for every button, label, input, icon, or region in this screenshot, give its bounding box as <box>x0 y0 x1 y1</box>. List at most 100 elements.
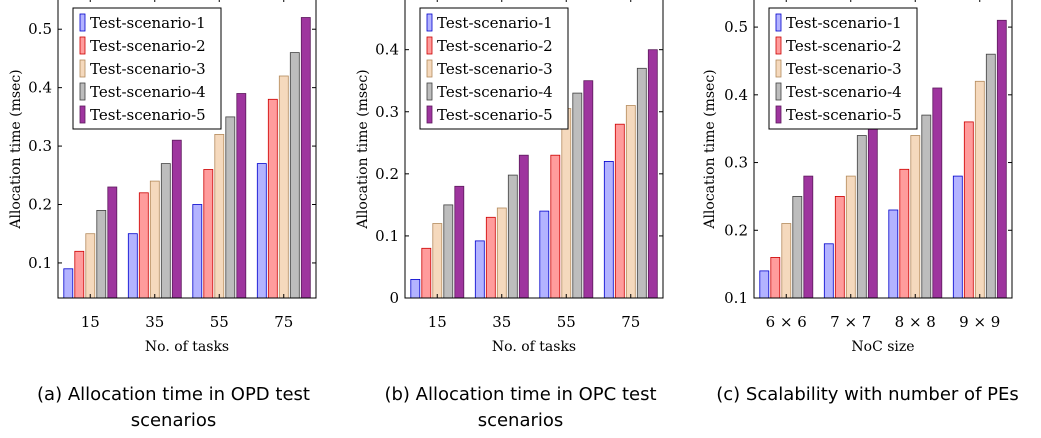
legend-swatch-5 <box>775 105 782 124</box>
legend-swatch-2 <box>775 36 782 55</box>
bar-s2-4 <box>614 123 625 299</box>
plot-frame <box>404 0 664 299</box>
bar-s4-3 <box>572 92 583 299</box>
bar-s1-3 <box>888 209 899 299</box>
bar-s2-3 <box>203 169 214 299</box>
y-tick-label: 0.2 <box>375 165 399 183</box>
x-tick-label: 75 <box>621 313 640 331</box>
legend: Test-scenario-1 Test-scenario-2 Test-scena… <box>419 7 569 130</box>
y-axis-label: Allocation time (msec) <box>8 69 24 229</box>
bar-s3-4 <box>974 80 985 299</box>
bar-s1-3 <box>192 204 203 299</box>
legend-label-2: Test-scenario-2 <box>786 37 902 55</box>
bar-s5-1 <box>107 186 118 299</box>
legend-label-4: Test-scenario-4 <box>437 83 553 101</box>
bar-s5-3 <box>236 93 247 299</box>
legend-label-1: Test-scenario-1 <box>437 14 553 32</box>
bar-s2-2 <box>834 195 845 299</box>
bar-s3-2 <box>845 175 856 299</box>
y-tick-label: 0.3 <box>375 103 399 121</box>
bar-s5-2 <box>171 139 182 299</box>
bar-s3-1 <box>781 223 792 299</box>
bar-s4-3 <box>921 114 932 299</box>
bar-s5-1 <box>803 175 814 299</box>
x-tick-label: 75 <box>274 313 293 331</box>
legend-label-3: Test-scenario-3 <box>90 60 206 78</box>
chart-panel-a: 0.1 0.2 0.3 0.4 0.5 15 35 55 75 No. of tasks Alloc… <box>0 0 347 438</box>
bar-s2-1 <box>74 250 85 299</box>
chart-caption-c: (c) Scalability with number of PEs <box>716 384 1019 405</box>
legend-box <box>419 7 569 130</box>
bar-s1-3 <box>539 210 550 299</box>
bar-s1-2 <box>474 240 485 299</box>
bar-s3-3 <box>910 135 921 299</box>
bar-s4-2 <box>160 163 171 299</box>
x-tick-label: 8 × 8 <box>895 313 936 331</box>
x-tick-label: 55 <box>210 313 229 331</box>
y-tick-label: 0.5 <box>28 20 52 38</box>
y-tick-label: 0.1 <box>375 227 399 245</box>
y-axis-label: Allocation time (msec) <box>355 69 371 229</box>
bar-s5-4 <box>996 19 1007 299</box>
x-axis-label: No. of tasks <box>492 339 576 355</box>
bar-s3-2 <box>149 180 160 299</box>
bar-s2-4 <box>267 98 278 299</box>
bar-s4-1 <box>443 204 454 299</box>
y-axis-label: Allocation time (msec) <box>702 69 718 229</box>
plot-frame <box>57 0 317 299</box>
legend-label-1: Test-scenario-1 <box>90 14 206 32</box>
legend-swatch-5 <box>79 105 86 124</box>
y-tick-label: 0.1 <box>724 289 748 307</box>
legend: Test-scenario-1 Test-scenario-2 Test-scena… <box>768 7 918 130</box>
bar-s2-1 <box>421 247 432 299</box>
chart-panel-c: 0.1 0.2 0.3 0.4 0.5 6 × 6 7 × 7 8 × 8 9 × 9 NoC s… <box>694 0 1041 438</box>
x-tick-label: 9 × 9 <box>959 313 1000 331</box>
legend-swatch-1 <box>426 13 433 32</box>
bar-s5-4 <box>300 17 311 299</box>
legend-label-4: Test-scenario-4 <box>90 83 206 101</box>
legend-label-1: Test-scenario-1 <box>786 14 902 32</box>
bar-s3-4 <box>625 105 636 299</box>
y-tick-label: 0.4 <box>28 79 52 97</box>
y-tick-label: 0.2 <box>724 221 748 239</box>
bar-s3-3 <box>214 133 225 299</box>
bar-s4-4 <box>985 53 996 299</box>
bar-s4-1 <box>792 195 803 299</box>
bar-s2-4 <box>963 121 974 299</box>
y-tick-label: 0.1 <box>28 254 52 272</box>
x-tick-label: 15 <box>81 313 100 331</box>
y-tick-label: 0.5 <box>724 18 748 36</box>
bar-s2-3 <box>899 168 910 299</box>
x-axis-label: No. of tasks <box>145 339 229 355</box>
bar-s4-1 <box>96 209 107 299</box>
bar-s5-2 <box>518 154 529 299</box>
chart-c: 0.1 0.2 0.3 0.4 0.5 6 × 6 7 × 7 8 × 8 9 × 9 NoC s… <box>702 0 1013 355</box>
plot-frame <box>753 0 1013 299</box>
legend-label-4: Test-scenario-4 <box>786 83 902 101</box>
bar-s3-1 <box>85 233 96 299</box>
bar-s1-1 <box>410 278 421 299</box>
bar-s3-4 <box>278 75 289 299</box>
legend-label-5: Test-scenario-5 <box>437 106 553 124</box>
x-tick-label: 35 <box>145 313 164 331</box>
bar-s2-3 <box>550 154 561 299</box>
legend-box <box>768 7 918 130</box>
bar-s5-3 <box>583 80 594 299</box>
bar-s5-1 <box>454 185 465 299</box>
legend: Test-scenario-1 Test-scenario-2 Test-scena… <box>72 7 222 130</box>
x-tick-label: 6 × 6 <box>766 313 807 331</box>
legend-swatch-2 <box>79 36 86 55</box>
bar-s4-2 <box>856 135 867 299</box>
chart-caption-a: (a) Allocation time in OPD test scenario… <box>37 384 310 431</box>
chart-a: 0.1 0.2 0.3 0.4 0.5 15 35 55 75 No. of tasks Alloc… <box>8 0 317 355</box>
bar-s3-1 <box>432 223 443 299</box>
legend-label-3: Test-scenario-3 <box>437 60 553 78</box>
bar-s5-4 <box>647 49 658 299</box>
legend-label-3: Test-scenario-3 <box>786 60 902 78</box>
chart-b: 0 0.1 0.2 0.3 0.4 15 35 55 75 No. of tasks Allocat… <box>355 0 664 355</box>
y-tick-label: 0.3 <box>28 137 52 155</box>
y-tick-label: 0.4 <box>375 41 399 59</box>
legend-swatch-1 <box>79 13 86 32</box>
bar-s4-4 <box>289 52 300 299</box>
chart-caption-b: (b) Allocation time in OPC test scenario… <box>384 384 657 431</box>
